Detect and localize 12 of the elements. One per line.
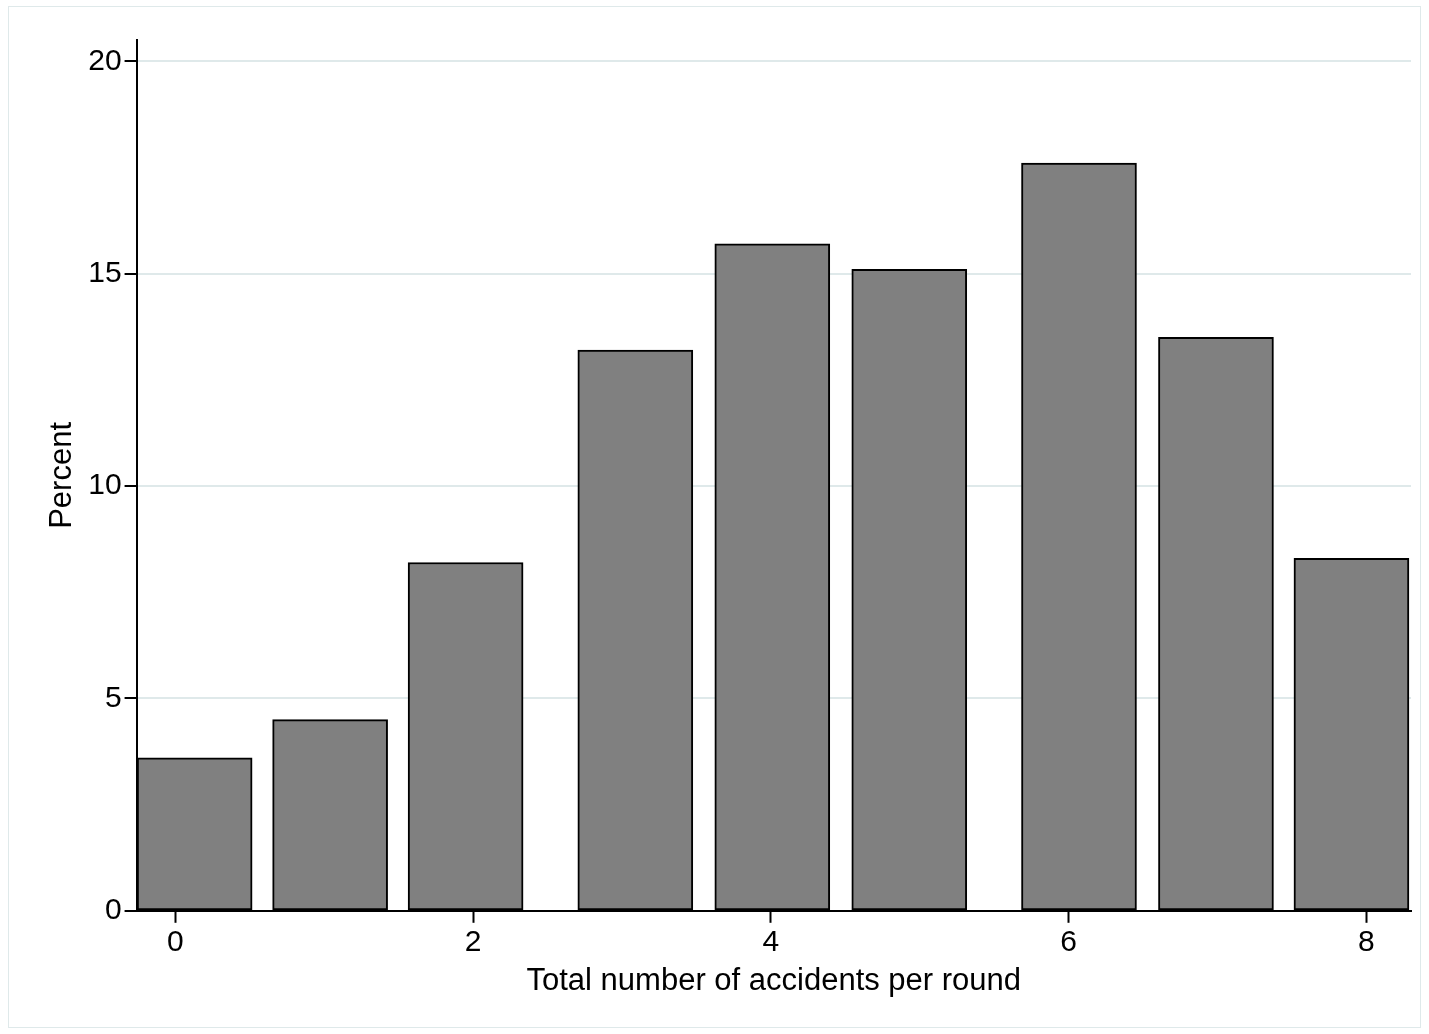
x-tick-label: 6 <box>1060 924 1077 958</box>
y-tick-label: 15 <box>88 254 122 288</box>
y-tick-label: 20 <box>88 42 122 76</box>
y-axis-title: Percent <box>43 421 79 529</box>
x-tick-label: 4 <box>762 924 780 958</box>
x-axis-title: Total number of accidents per round <box>526 961 1022 997</box>
x-tick-label: 0 <box>166 924 184 958</box>
y-tick-label: 5 <box>104 679 122 713</box>
x-tick-label: 8 <box>1357 924 1375 958</box>
y-tick-label: 10 <box>88 467 122 501</box>
x-tick-label: 2 <box>464 924 482 958</box>
y-tick-label: 0 <box>104 892 122 926</box>
